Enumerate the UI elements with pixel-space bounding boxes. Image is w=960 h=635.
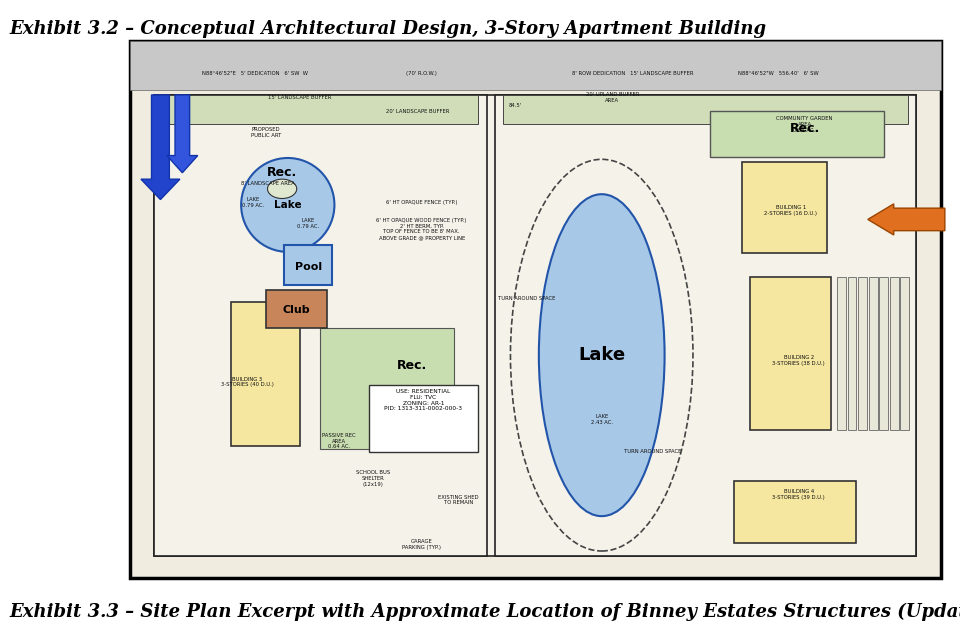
Text: 8' LANDSCAPE AREA: 8' LANDSCAPE AREA (241, 181, 295, 186)
Bar (742, 162, 828, 253)
FancyArrow shape (167, 95, 198, 173)
Ellipse shape (241, 158, 334, 252)
Text: 8' ROW DEDICATION   15' LANDSCAPE BUFFER: 8' ROW DEDICATION 15' LANDSCAPE BUFFER (572, 71, 693, 76)
Text: 20' LANDSCAPE BUFFER: 20' LANDSCAPE BUFFER (386, 109, 449, 114)
Bar (494, 95, 917, 556)
Bar (734, 481, 855, 543)
Text: Rec.: Rec. (396, 359, 427, 372)
Text: Lake: Lake (578, 346, 625, 364)
Ellipse shape (539, 194, 664, 516)
Text: BUILDING 1
2-STORIES (16 D.U.): BUILDING 1 2-STORIES (16 D.U.) (764, 205, 817, 216)
Text: BUILDING 4
3-STORIES (39 D.U.): BUILDING 4 3-STORIES (39 D.U.) (773, 490, 826, 500)
Bar (837, 277, 846, 431)
Text: LAKE
0.79 AC.: LAKE 0.79 AC. (242, 197, 264, 208)
Text: TURN AROUND SPACE: TURN AROUND SPACE (624, 449, 682, 454)
FancyArrow shape (868, 204, 945, 235)
Bar (369, 385, 478, 451)
Bar (284, 245, 332, 285)
Text: Club: Club (283, 305, 310, 314)
Text: BUILDING 3
3-STORIES (40 D.U.): BUILDING 3 3-STORIES (40 D.U.) (221, 377, 274, 387)
Bar (709, 111, 884, 157)
Text: Rec.: Rec. (267, 166, 298, 179)
Text: 20' UPLAND BUFFER
AREA: 20' UPLAND BUFFER AREA (586, 92, 639, 103)
Bar (162, 95, 478, 124)
Bar (750, 277, 831, 431)
Bar (848, 277, 856, 431)
Text: Lake: Lake (274, 200, 301, 210)
Text: BUILDING 2
3-STORIES (38 D.U.): BUILDING 2 3-STORIES (38 D.U.) (773, 355, 826, 366)
Text: SCHOOL BUS
SHELTER
(12x19): SCHOOL BUS SHELTER (12x19) (356, 471, 390, 487)
Bar (890, 277, 899, 431)
Bar (154, 95, 487, 556)
Bar (266, 290, 326, 328)
Text: LAKE
0.79 AC.: LAKE 0.79 AC. (297, 218, 319, 229)
Text: 6' HT OPAQUE WOOD FENCE (TYP.)
2' HT BERM, TYP.
TOP OF FENCE TO BE 8' MAX.
ABOVE: 6' HT OPAQUE WOOD FENCE (TYP.) 2' HT BER… (376, 218, 467, 240)
Text: PROPOSED
PUBLIC ART: PROPOSED PUBLIC ART (251, 127, 281, 138)
Text: EXISTING SHED
TO REMAIN: EXISTING SHED TO REMAIN (438, 495, 478, 505)
Bar (130, 41, 941, 90)
Text: Rec.: Rec. (789, 122, 820, 135)
Text: N88°46'52"W   556.40'   6' SW: N88°46'52"W 556.40' 6' SW (738, 71, 819, 76)
Text: PASSIVE REC
AREA
0.64 AC.: PASSIVE REC AREA 0.64 AC. (322, 432, 356, 450)
Text: 84.5': 84.5' (508, 103, 521, 108)
Text: Exhibit 3.2 – Conceptual Architectural Design, 3-Story Apartment Building: Exhibit 3.2 – Conceptual Architectural D… (10, 20, 767, 38)
Bar (321, 328, 454, 449)
Bar (869, 277, 877, 431)
Bar (858, 277, 867, 431)
Circle shape (268, 179, 297, 199)
Text: GARAGE
PARKING (TYP.): GARAGE PARKING (TYP.) (402, 539, 442, 550)
Bar (154, 95, 917, 556)
Text: 6' HT OPAQUE FENCE (TYP.): 6' HT OPAQUE FENCE (TYP.) (386, 200, 457, 204)
Text: LAKE
2.43 AC.: LAKE 2.43 AC. (590, 414, 612, 425)
Text: COMMUNITY GARDEN
AREA
0.54 AC.: COMMUNITY GARDEN AREA 0.54 AC. (777, 116, 832, 133)
Text: 15' LANDSCAPE BUFFER: 15' LANDSCAPE BUFFER (268, 95, 331, 100)
Bar (879, 277, 888, 431)
Text: Pool: Pool (295, 262, 322, 272)
Text: USE: RESIDENTIAL
FLU: TVC
ZONING: AR-1
PID: 1313-311-0002-000-3: USE: RESIDENTIAL FLU: TVC ZONING: AR-1 P… (384, 389, 463, 411)
Bar (900, 277, 909, 431)
Bar (231, 302, 300, 446)
Text: TURN AROUND SPACE: TURN AROUND SPACE (498, 297, 556, 302)
Bar (130, 41, 941, 578)
FancyArrow shape (141, 95, 180, 199)
Text: N88°46'52"E   5' DEDICATION   6' SW  W: N88°46'52"E 5' DEDICATION 6' SW W (203, 71, 308, 76)
Text: Exhibit 3.3 – Site Plan Excerpt with Approximate Location of Binney Estates Stru: Exhibit 3.3 – Site Plan Excerpt with App… (10, 603, 960, 621)
Bar (503, 95, 908, 124)
Text: (70' R.O.W.): (70' R.O.W.) (406, 71, 437, 76)
